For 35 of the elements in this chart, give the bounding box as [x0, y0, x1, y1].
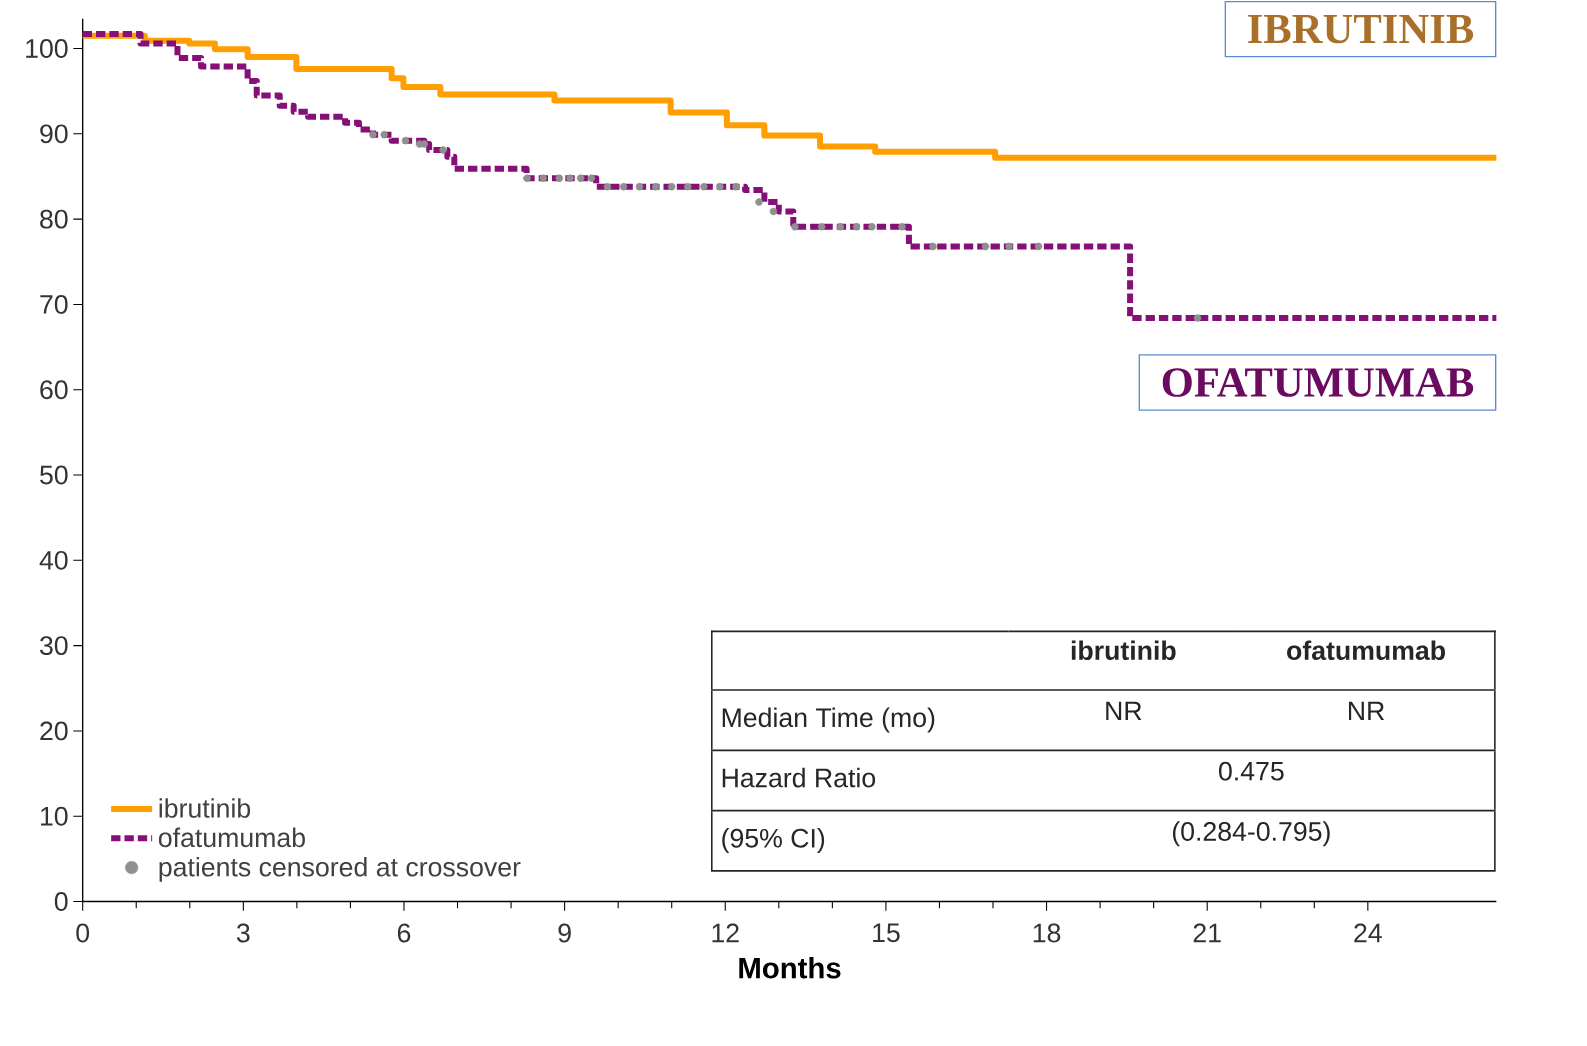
annotation: NR: [1348, 701, 1385, 721]
legend-label: ibrutinib: [159, 798, 251, 819]
x-tick-label: 9: [558, 923, 571, 943]
annotation: NR: [1106, 701, 1142, 721]
y-tick-label: 20: [40, 721, 68, 741]
x-tick-label: 21: [1193, 923, 1221, 943]
annotation: Hazard Ratio: [722, 768, 876, 788]
annotation: (95% CI): [722, 828, 825, 854]
legend-label: patients censored at crossover: [159, 857, 521, 883]
annotation: ofatumumab: [1287, 640, 1445, 661]
x-tick-label: 3: [236, 923, 250, 943]
x-tick-label: 0: [76, 923, 90, 943]
x-tick-label: 24: [1354, 923, 1382, 943]
y-tick-label: 0: [54, 892, 68, 912]
y-tick-label: 60: [40, 380, 68, 400]
x-tick-label: 18: [1033, 923, 1061, 943]
annotation: 0.475: [1219, 761, 1284, 781]
y-tick-label: 70: [40, 295, 68, 315]
annotation: ibrutinib: [1071, 640, 1176, 661]
annotation: OFATUMUMAB: [1162, 368, 1474, 398]
y-tick-label: 50: [40, 465, 68, 485]
y-tick-label: 30: [40, 636, 68, 656]
x-tick-label: 15: [873, 923, 900, 943]
annotation: IBRUTINIB: [1248, 15, 1474, 44]
y-tick-label: 100: [26, 39, 68, 59]
x-tick-label: 6: [397, 923, 411, 943]
x-tick-label: 12: [712, 923, 739, 943]
x-axis-title: Months: [739, 957, 841, 979]
annotation: Median Time (mo): [722, 707, 935, 733]
y-tick-label: 90: [40, 124, 68, 144]
y-tick-label: 40: [39, 551, 68, 570]
y-tick-label: 10: [41, 807, 68, 826]
legend-label: ofatumumab: [158, 827, 305, 848]
y-tick-label: 80: [40, 209, 68, 229]
annotation: (0.284-0.795): [1172, 821, 1330, 847]
